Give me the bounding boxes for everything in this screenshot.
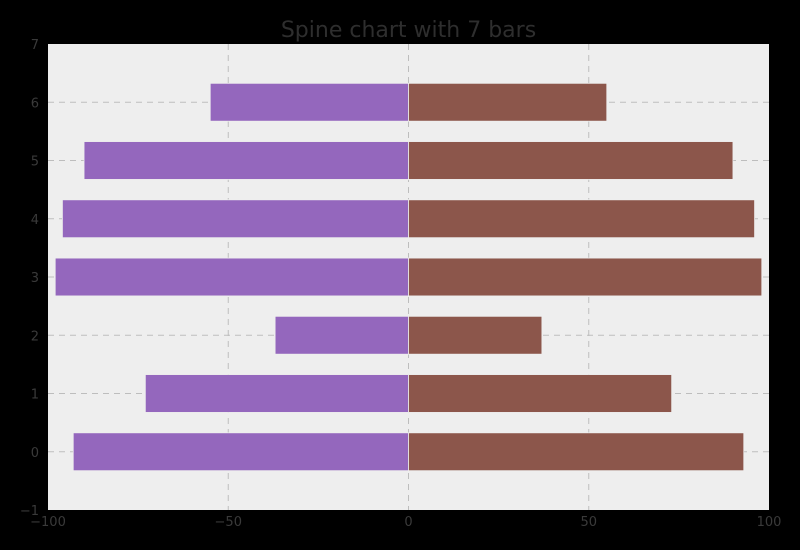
x-tick-label: −50 (215, 515, 242, 530)
y-tick-label: 3 (31, 271, 39, 286)
y-tick-label: 0 (31, 446, 39, 461)
bar-right (408, 374, 673, 413)
y-tick-label: 5 (31, 155, 39, 170)
x-tick-label: 0 (404, 515, 412, 530)
bar-left (274, 315, 409, 355)
bar-left (83, 141, 409, 180)
bar-left (62, 199, 409, 239)
y-tick-label: 2 (31, 329, 39, 344)
x-axis-ticks: −100 −50 0 50 100 (30, 515, 781, 530)
bar-right (408, 82, 608, 122)
y-axis-ticks: −1 0 1 2 3 4 5 6 7 (20, 38, 39, 519)
y-tick-label: −1 (20, 504, 39, 519)
bar-right (408, 432, 745, 472)
x-tick-label: 100 (757, 515, 782, 530)
bar-left (144, 374, 409, 413)
bar-right (408, 315, 543, 355)
bar-left (209, 82, 409, 122)
chart-title: Spine chart with 7 bars (281, 18, 536, 43)
y-tick-label: 1 (31, 388, 39, 403)
y-tick-label: 4 (31, 213, 39, 228)
x-tick-label: −100 (30, 515, 66, 530)
bar-right (408, 141, 734, 180)
bar-left (54, 257, 409, 297)
x-tick-label: 50 (580, 515, 597, 530)
bar-right (408, 199, 755, 239)
bars (54, 82, 763, 472)
bar-left (72, 432, 409, 472)
bar-right (408, 257, 763, 297)
y-tick-label: 7 (31, 38, 39, 53)
y-tick-label: 6 (31, 96, 39, 111)
